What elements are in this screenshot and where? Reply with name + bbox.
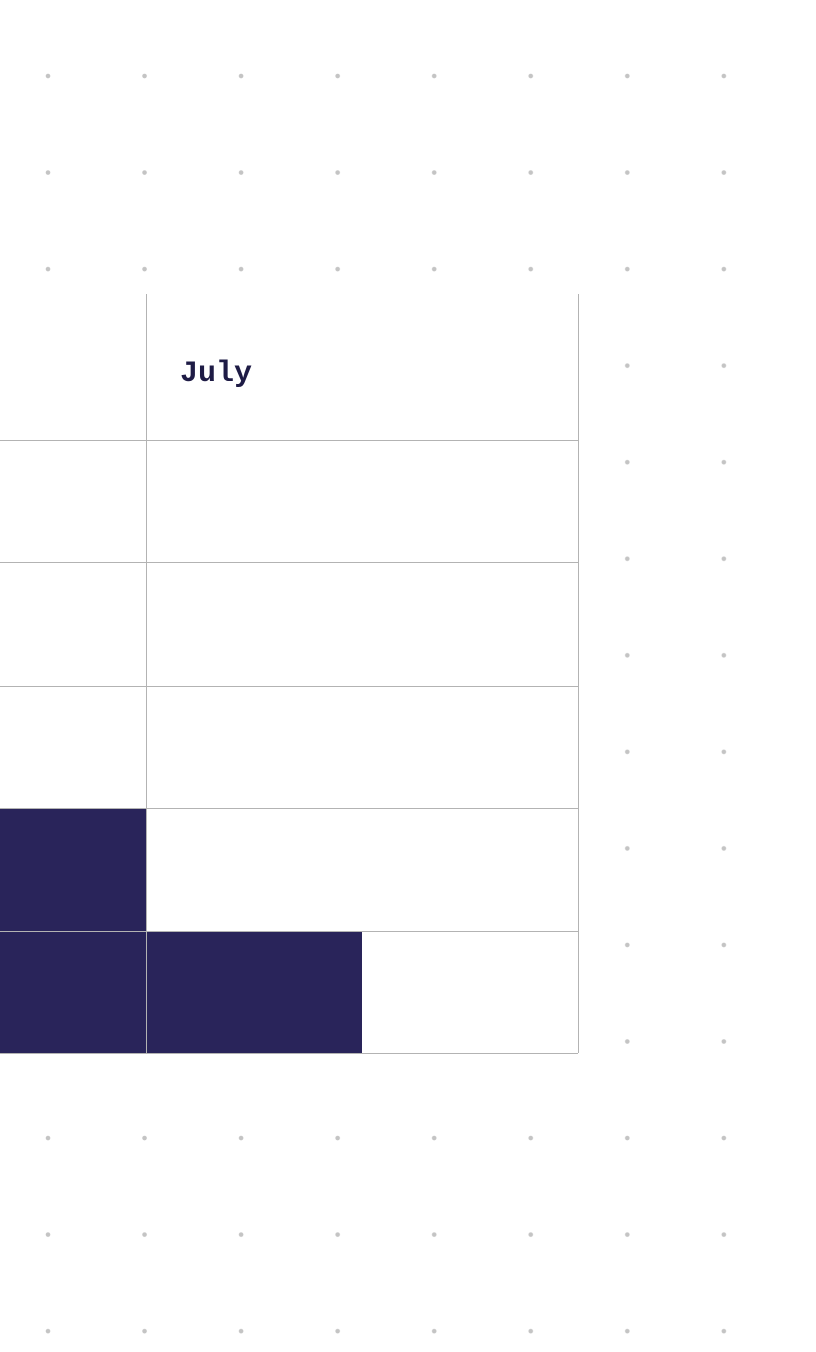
calendar-table: July — [0, 294, 579, 1054]
column-header: July — [180, 357, 252, 391]
filled-cell — [0, 808, 146, 1053]
filled-cell — [146, 931, 362, 1053]
